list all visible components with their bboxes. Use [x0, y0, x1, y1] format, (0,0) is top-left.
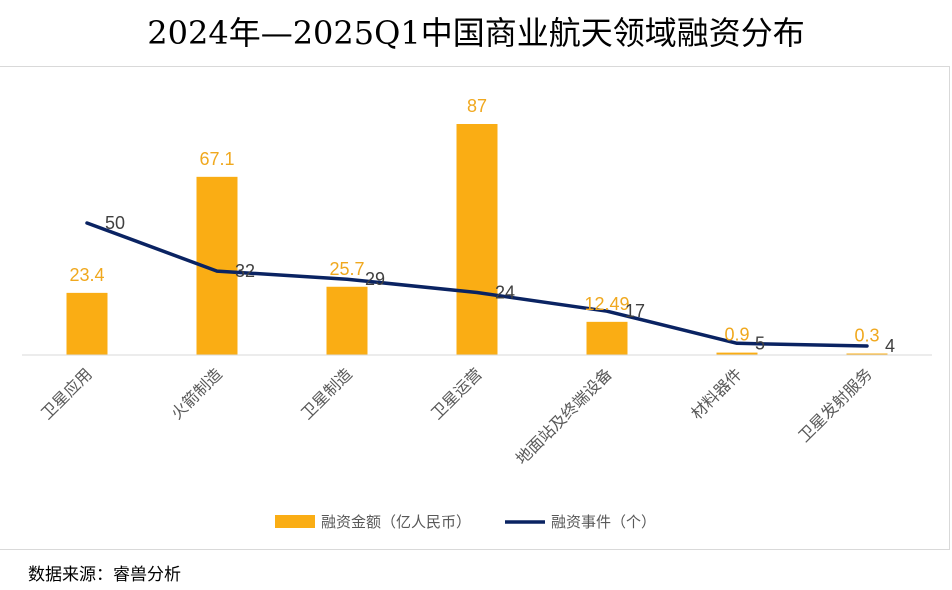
- bar-label-6: 0.3: [854, 326, 879, 346]
- x-tick-label-2: 卫星制造: [297, 364, 356, 423]
- bar-2: [326, 286, 368, 355]
- chart-svg: 23.4 67.1 25.7 87 12.49 0.9 0.3 50 32 29 24 17 5 4 卫…: [22, 96, 932, 531]
- x-tick-label-5: 材料器件: [687, 364, 746, 423]
- bar-label-5: 0.9: [724, 325, 749, 345]
- x-tick-label-1: 火箭制造: [167, 364, 226, 423]
- bar-label-0: 23.4: [69, 265, 104, 285]
- bar-4: [586, 321, 628, 355]
- line-label-1: 32: [235, 261, 255, 281]
- bar-label-1: 67.1: [199, 149, 234, 169]
- x-tick-label-3: 卫星运营: [427, 364, 486, 423]
- x-tick-label-4: 地面站及终端设备: [512, 364, 616, 468]
- line-label-3: 24: [495, 283, 515, 303]
- bar-3: [456, 124, 498, 355]
- bar-0: [66, 292, 108, 355]
- chart-area: 23.4 67.1 25.7 87 12.49 0.9 0.3 50 32 29 24 17 5 4 卫…: [0, 66, 950, 550]
- legend-label-bar: 融资金额（亿人民币）: [321, 513, 471, 531]
- line-label-5: 5: [755, 333, 765, 353]
- line-label-6: 4: [885, 336, 895, 356]
- legend-swatch-bar: [275, 515, 315, 528]
- line-label-0: 50: [105, 213, 125, 233]
- bar-6: [846, 353, 888, 355]
- bar-label-2: 25.7: [329, 259, 364, 279]
- bar-5: [716, 352, 758, 355]
- legend-label-line: 融资事件（个）: [551, 513, 656, 531]
- chart-title: 2024年—2025Q1中国商业航天领域融资分布: [147, 14, 805, 52]
- x-tick-label-0: 卫星应用: [37, 364, 96, 423]
- x-tick-label-6: 卫星发射服务: [795, 364, 876, 445]
- bar-label-3: 87: [467, 96, 487, 116]
- bar-label-4: 12.49: [584, 294, 629, 314]
- series-line-events: [85, 221, 869, 348]
- data-source: 数据来源：睿兽分析: [28, 565, 181, 585]
- line-label-4: 17: [625, 301, 645, 321]
- line-label-2: 29: [365, 269, 385, 289]
